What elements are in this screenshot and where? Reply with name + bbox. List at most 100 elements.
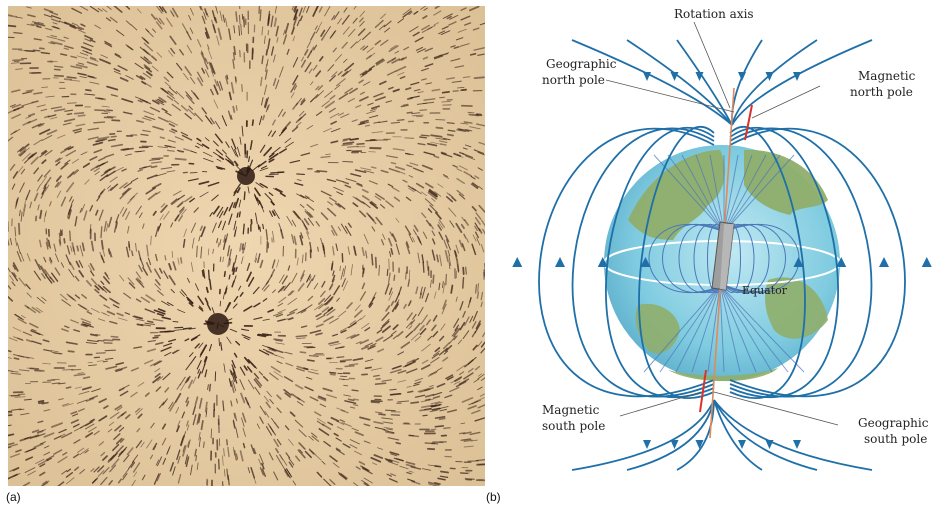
iron-filing bbox=[121, 187, 130, 196]
iron-filing bbox=[152, 442, 158, 451]
iron-filing bbox=[261, 97, 264, 106]
iron-filing bbox=[309, 396, 319, 402]
iron-filing bbox=[406, 164, 413, 168]
iron-filing bbox=[98, 157, 106, 162]
iron-filing bbox=[89, 81, 100, 85]
iron-filing bbox=[278, 148, 287, 154]
iron-filing bbox=[135, 278, 145, 288]
iron-filing bbox=[248, 159, 254, 170]
iron-filing bbox=[70, 55, 78, 59]
iron-filing bbox=[300, 232, 304, 239]
iron-filing bbox=[140, 56, 150, 65]
iron-filing bbox=[397, 351, 404, 356]
iron-filing bbox=[37, 204, 40, 211]
iron-filing bbox=[462, 330, 470, 340]
iron-filing bbox=[151, 65, 159, 72]
iron-filing bbox=[361, 282, 366, 290]
iron-filing bbox=[80, 23, 86, 27]
iron-filing bbox=[100, 54, 109, 59]
iron-filing bbox=[450, 380, 456, 384]
iron-filing bbox=[317, 84, 324, 91]
iron-filing bbox=[199, 225, 204, 231]
iron-filing bbox=[477, 151, 485, 156]
iron-filing bbox=[226, 74, 229, 80]
iron-filing bbox=[109, 411, 120, 419]
iron-filing bbox=[331, 15, 336, 21]
iron-filing bbox=[425, 293, 429, 303]
iron-filing bbox=[431, 88, 441, 92]
iron-filing bbox=[316, 420, 325, 426]
iron-filing bbox=[32, 49, 41, 52]
iron-filing bbox=[191, 150, 197, 154]
iron-filing bbox=[161, 300, 170, 306]
iron-filing bbox=[387, 461, 399, 466]
iron-filing bbox=[8, 442, 15, 446]
iron-filing bbox=[307, 217, 314, 226]
iron-filing bbox=[40, 191, 45, 199]
iron-filing bbox=[48, 239, 51, 249]
iron-filing bbox=[399, 75, 406, 80]
iron-filing bbox=[253, 302, 261, 308]
iron-filing bbox=[364, 327, 371, 332]
iron-filing bbox=[204, 69, 210, 78]
iron-filing bbox=[53, 74, 65, 77]
iron-filing bbox=[255, 257, 258, 263]
iron-filing bbox=[169, 402, 176, 412]
iron-filing bbox=[333, 11, 340, 20]
iron-filing bbox=[462, 76, 471, 79]
iron-filing bbox=[198, 342, 204, 349]
iron-filing bbox=[471, 409, 481, 415]
iron-filing bbox=[329, 343, 341, 347]
field-line bbox=[538, 127, 715, 398]
iron-filing bbox=[465, 128, 473, 132]
field-arrow bbox=[738, 72, 746, 81]
iron-filing bbox=[289, 290, 295, 296]
iron-filing bbox=[118, 426, 125, 432]
iron-filing bbox=[478, 141, 485, 146]
iron-filing bbox=[228, 28, 232, 41]
iron-filing bbox=[434, 191, 442, 197]
iron-filing bbox=[422, 359, 429, 364]
iron-filing bbox=[414, 394, 426, 398]
iron-filing bbox=[447, 129, 456, 132]
iron-filing bbox=[58, 398, 64, 401]
iron-filing bbox=[348, 28, 356, 37]
iron-filing bbox=[168, 123, 176, 128]
iron-filing bbox=[89, 6, 100, 13]
iron-filing bbox=[135, 408, 143, 416]
iron-filing bbox=[434, 401, 443, 405]
iron-filing bbox=[203, 356, 208, 363]
iron-filing bbox=[295, 455, 301, 462]
iron-filing bbox=[252, 286, 260, 295]
iron-filing bbox=[261, 468, 267, 477]
iron-filing bbox=[258, 458, 262, 466]
iron-filing bbox=[462, 153, 474, 159]
iron-filing bbox=[141, 474, 146, 481]
iron-filing bbox=[88, 364, 97, 367]
iron-filing bbox=[474, 231, 479, 239]
iron-filing bbox=[61, 470, 68, 475]
iron-filing bbox=[361, 188, 369, 194]
iron-filing bbox=[8, 267, 11, 273]
field-line bbox=[731, 39, 818, 126]
iron-filing bbox=[369, 343, 377, 347]
iron-filing bbox=[212, 205, 220, 215]
iron-filing bbox=[315, 332, 323, 336]
iron-filing bbox=[50, 116, 58, 120]
field-line bbox=[729, 127, 906, 398]
iron-filing bbox=[159, 136, 166, 139]
internal-field-line bbox=[723, 154, 781, 233]
iron-filing bbox=[291, 219, 297, 227]
iron-filing bbox=[196, 360, 202, 370]
iron-filing bbox=[166, 17, 173, 27]
iron-filing bbox=[227, 257, 231, 268]
iron-filing bbox=[375, 377, 381, 381]
iron-filing bbox=[275, 342, 285, 345]
iron-filing bbox=[197, 368, 200, 374]
iron-filing bbox=[280, 285, 287, 292]
iron-filing bbox=[383, 334, 393, 342]
iron-filing bbox=[406, 471, 412, 475]
iron-filing bbox=[221, 115, 228, 127]
iron-filing bbox=[8, 443, 18, 448]
iron-filing bbox=[320, 29, 326, 37]
